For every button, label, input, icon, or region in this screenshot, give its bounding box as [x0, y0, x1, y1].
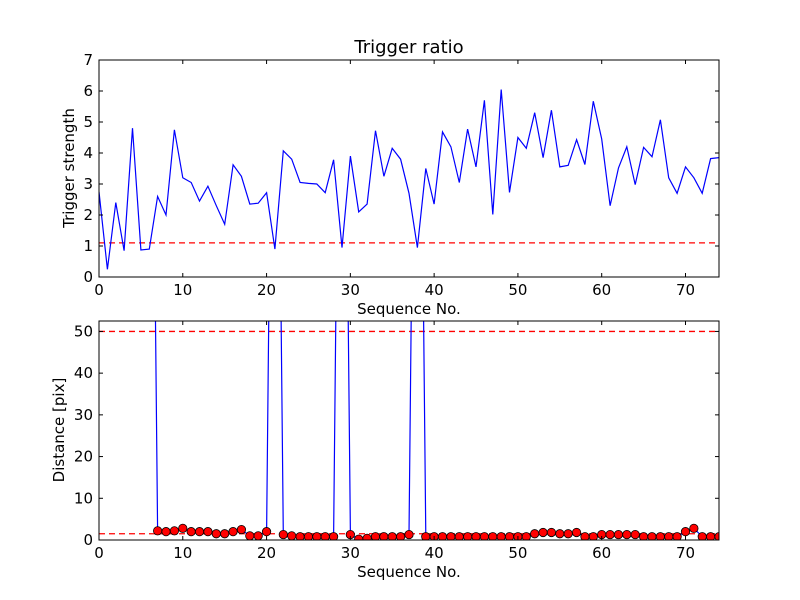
- y-tick-label: 50: [74, 322, 93, 340]
- y-tick-label: 20: [74, 448, 93, 466]
- data-point: [278, 529, 288, 540]
- y-tick-label: 40: [74, 364, 93, 382]
- data-point: [261, 527, 272, 537]
- x-tick-label: 40: [425, 544, 444, 562]
- data-point: [605, 529, 615, 540]
- y-tick-label: 30: [74, 406, 93, 424]
- axes-frame: [98, 320, 720, 541]
- x-tick-label: 20: [257, 281, 276, 299]
- x-tick-label: 70: [676, 544, 695, 562]
- data-point: [328, 532, 339, 540]
- chart-title: Trigger ratio: [353, 37, 463, 58]
- data-point: [672, 532, 682, 540]
- data-point: [680, 527, 691, 537]
- trigger-ratio-panel: Trigger ratio Sequence No. Trigger stren…: [60, 37, 720, 318]
- data-point: [169, 526, 180, 536]
- data-point: [178, 523, 188, 533]
- y-tick-label: 4: [83, 144, 93, 162]
- data-point: [622, 529, 632, 540]
- data-point: [220, 529, 230, 539]
- data-point: [396, 532, 406, 540]
- data-point: [194, 527, 205, 537]
- series-line: [99, 89, 719, 270]
- data-point: [203, 527, 213, 537]
- data-point: [253, 531, 263, 540]
- data-point: [186, 527, 196, 537]
- x-tick-label: 60: [592, 281, 611, 299]
- y-tick-label: 5: [83, 113, 93, 131]
- plot-area: [99, 89, 719, 270]
- x-tick-label: 10: [173, 281, 192, 299]
- data-point: [588, 532, 598, 540]
- data-point: [546, 527, 557, 538]
- x-tick-label: 10: [173, 544, 192, 562]
- x-tick-label: 70: [676, 281, 695, 299]
- x-tick-label: 0: [94, 544, 104, 562]
- data-point: [236, 524, 247, 535]
- x-tick-label: 30: [341, 281, 360, 299]
- data-point: [538, 527, 548, 538]
- x-tick-label: 0: [94, 281, 104, 299]
- y-tick-label: 10: [74, 489, 93, 507]
- data-point: [228, 527, 238, 537]
- y-tick-label: 0: [83, 531, 93, 549]
- data-point: [530, 529, 540, 539]
- data-point: [555, 529, 565, 539]
- x-tick-label: 30: [341, 544, 360, 562]
- y-tick-label: 7: [83, 51, 93, 69]
- y-tick-label: 0: [83, 268, 93, 286]
- data-point: [161, 527, 171, 537]
- y-tick-label: 3: [83, 175, 93, 193]
- data-point: [613, 529, 624, 540]
- y-tick-label: 6: [83, 82, 93, 100]
- distance-panel: Sequence No. Distance [pix] 0 10 20 30 40 50 6…: [50, 320, 720, 581]
- y-tick-label: 2: [83, 206, 93, 224]
- data-point: [689, 523, 699, 533]
- data-point: [404, 529, 414, 540]
- y-axis-label: Distance [pix]: [50, 378, 68, 483]
- x-tick-label: 20: [257, 544, 276, 562]
- data-point: [287, 531, 297, 540]
- x-tick-label: 40: [425, 281, 444, 299]
- x-tick-label: 50: [508, 281, 527, 299]
- x-tick-label: 50: [508, 544, 527, 562]
- x-axis-label: Sequence No.: [357, 563, 461, 581]
- x-axis-label: Sequence No.: [357, 300, 461, 318]
- data-point: [153, 526, 163, 536]
- data-point: [563, 529, 573, 539]
- x-tick-label: 60: [592, 544, 611, 562]
- data-point: [211, 529, 221, 539]
- data-point: [521, 532, 531, 540]
- axes-frame: [98, 59, 720, 278]
- data-point: [571, 527, 582, 538]
- y-tick-label: 1: [83, 237, 93, 255]
- data-point: [630, 529, 640, 540]
- data-point: [245, 531, 255, 540]
- y-axis-label: Trigger strength: [60, 108, 78, 229]
